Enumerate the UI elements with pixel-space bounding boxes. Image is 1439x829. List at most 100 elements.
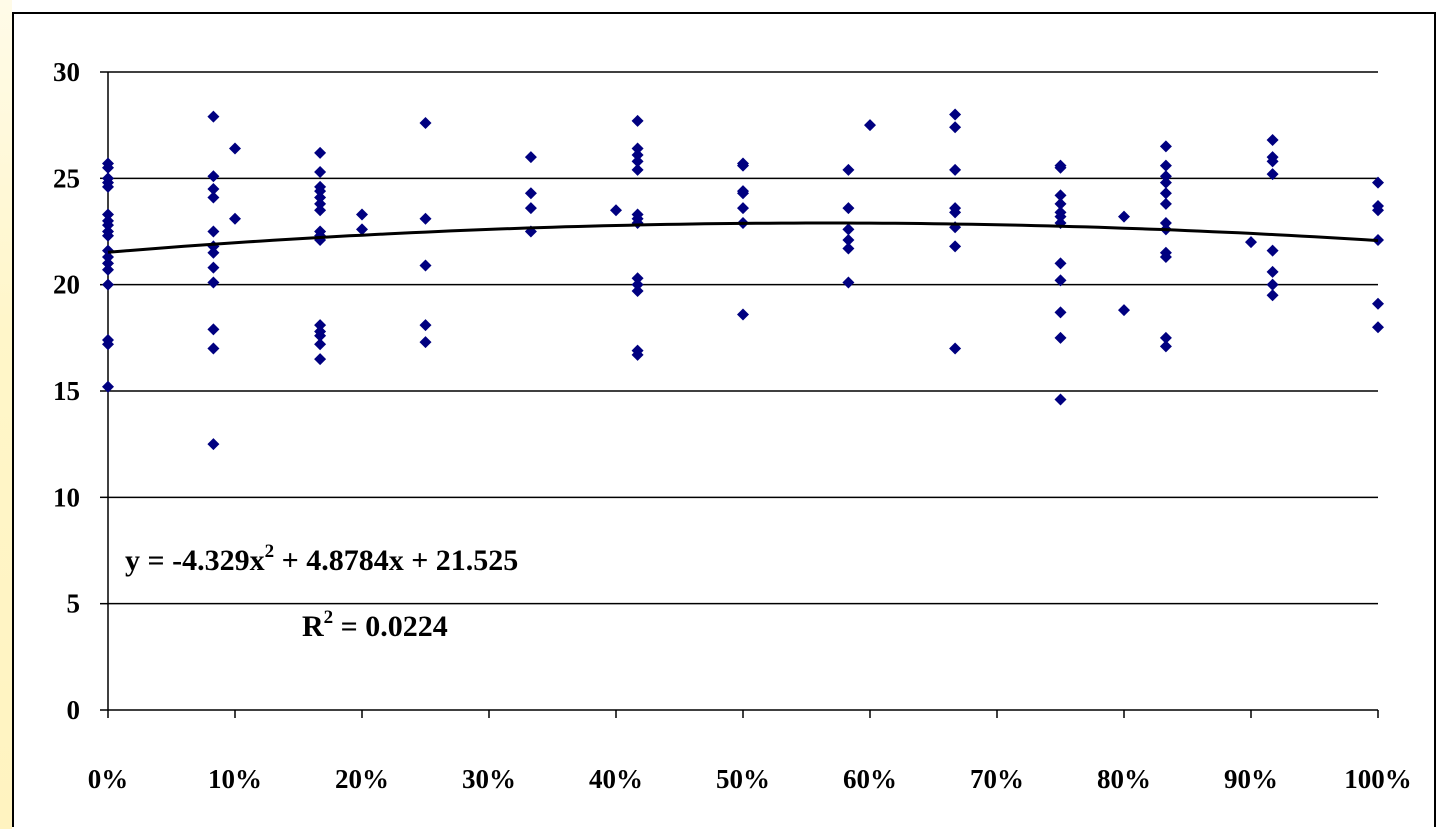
data-point — [207, 191, 220, 204]
data-point — [631, 155, 644, 168]
data-point — [1054, 197, 1067, 210]
data-point — [631, 285, 644, 298]
y-tick-label: 30 — [53, 57, 80, 87]
data-point — [207, 110, 220, 123]
y-tick-label: 10 — [53, 482, 80, 512]
data-point — [949, 163, 962, 176]
data-point — [949, 206, 962, 219]
trendline — [107, 221, 1379, 254]
x-tick-label: 40% — [589, 764, 643, 794]
data-point — [737, 187, 749, 200]
x-tick-label: 20% — [335, 764, 389, 794]
data-point — [1372, 297, 1384, 310]
data-point — [737, 159, 749, 172]
data-point — [1266, 155, 1279, 168]
data-point — [102, 219, 114, 232]
y-axis-tick-labels: 0 5 10 15 20 25 30 — [53, 57, 80, 725]
y-tick-label: 25 — [53, 163, 80, 193]
data-point — [314, 338, 327, 351]
data-point — [207, 225, 220, 238]
data-point — [207, 342, 220, 355]
x-tick-label: 50% — [716, 764, 770, 794]
data-point — [1054, 189, 1067, 202]
y-tick-label: 5 — [67, 589, 81, 619]
data-point — [1245, 236, 1257, 249]
data-point — [102, 380, 114, 393]
data-point — [524, 151, 537, 164]
data-point — [207, 170, 220, 183]
data-point — [314, 146, 327, 159]
data-point — [102, 208, 114, 221]
data-point — [524, 187, 537, 200]
data-point — [1054, 210, 1067, 223]
data-points — [102, 108, 1384, 451]
data-point — [207, 182, 220, 195]
data-point — [1159, 170, 1172, 183]
data-point — [1054, 257, 1067, 270]
y-tick-label: 15 — [53, 376, 80, 406]
data-point — [314, 185, 327, 198]
x-tick-label: 80% — [1097, 764, 1151, 794]
data-point — [524, 202, 537, 215]
data-point — [1159, 176, 1172, 189]
chart-frame — [12, 12, 1436, 827]
axes — [100, 71, 1379, 718]
data-point — [314, 191, 327, 204]
data-point — [419, 259, 432, 272]
data-point — [631, 348, 644, 361]
data-point — [419, 319, 432, 332]
data-point — [419, 212, 432, 225]
x-tick-label: 70% — [970, 764, 1024, 794]
data-point — [419, 336, 432, 349]
data-point — [1159, 159, 1172, 172]
data-point — [102, 161, 114, 174]
data-point — [949, 121, 962, 134]
data-point — [610, 204, 622, 217]
slide-background-stripe — [0, 0, 12, 829]
x-tick-label: 0% — [88, 764, 129, 794]
data-point — [419, 117, 432, 130]
data-point — [356, 208, 368, 221]
data-point — [949, 240, 962, 253]
data-point — [864, 119, 876, 132]
data-point — [229, 142, 241, 155]
data-point — [1372, 176, 1384, 189]
data-point — [842, 223, 855, 236]
data-point — [1054, 306, 1067, 319]
y-tick-label: 0 — [67, 695, 81, 725]
data-point — [1266, 168, 1279, 181]
data-point — [314, 319, 327, 332]
data-point — [1159, 331, 1172, 344]
data-point — [102, 263, 114, 276]
data-point — [314, 329, 327, 342]
x-tick-label: 30% — [462, 764, 516, 794]
data-point — [631, 142, 644, 155]
data-point — [102, 338, 114, 351]
data-point — [631, 278, 644, 291]
data-point — [1266, 134, 1279, 147]
data-point — [356, 223, 368, 236]
data-point — [842, 234, 855, 247]
data-point — [631, 272, 644, 285]
data-point — [737, 308, 749, 321]
data-point — [207, 246, 220, 259]
data-point — [631, 163, 644, 176]
data-point — [737, 202, 749, 215]
data-point — [949, 342, 962, 355]
data-point — [1266, 289, 1279, 302]
data-point — [314, 204, 327, 217]
data-point — [1372, 204, 1384, 217]
data-point — [1054, 161, 1067, 174]
data-point — [631, 114, 644, 127]
data-point — [1159, 340, 1172, 353]
x-tick-label: 10% — [208, 764, 262, 794]
x-axis-tick-labels: 0% 10% 20% 30% 40% 50% 60% 70% 80% 90% 100% — [88, 764, 1412, 794]
data-point — [207, 276, 220, 289]
data-point — [1054, 274, 1067, 287]
data-point — [842, 202, 855, 215]
trendline-equation: y = -4.329x2 + 4.8784x + 21.525 — [125, 541, 518, 577]
data-point — [314, 197, 327, 210]
data-point — [1118, 304, 1130, 317]
data-point — [1054, 331, 1067, 344]
